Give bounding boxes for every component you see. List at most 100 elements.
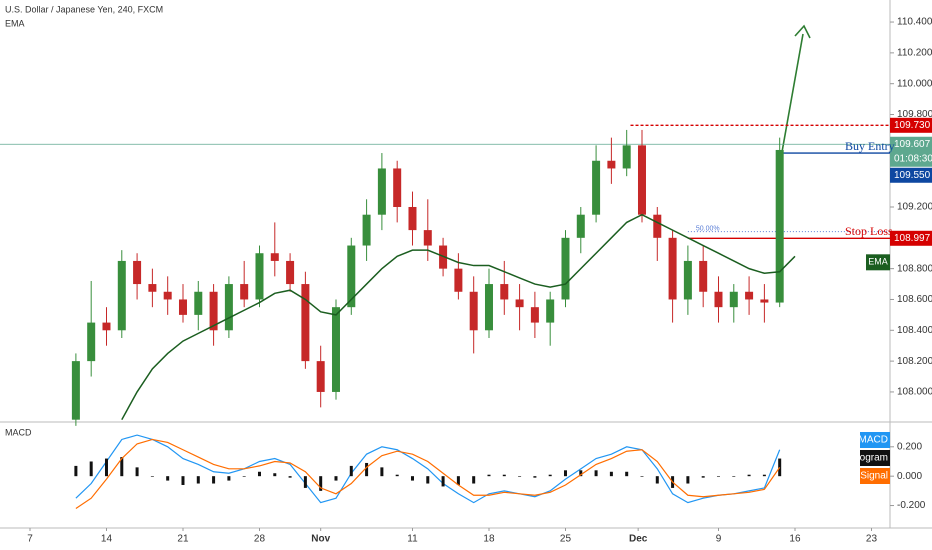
histogram-bar [563,470,567,477]
candle-body [178,299,187,315]
candle-body [622,145,631,169]
candle-body [683,260,692,300]
candle-body [194,291,203,315]
candle-body [209,291,218,331]
x-tick-label: 7 [27,534,33,545]
histogram-bar [334,476,338,481]
candle-body [117,260,126,331]
histogram-bar [686,476,690,484]
histogram-bar [181,476,185,485]
y-tick-label: 108.200 [897,356,932,367]
candle-body [301,284,310,362]
candle-body [637,145,646,215]
arrow-shaft [781,33,804,153]
level-label: 108.997 [894,233,931,244]
candle-body [286,260,295,285]
chart-title: U.S. Dollar / Japanese Yen, 240, FXCM [5,4,163,14]
candle-body [316,361,325,392]
x-tick-label: 9 [716,534,722,545]
y-tick-label: -0.200 [897,500,926,511]
histogram-bar [533,476,537,478]
x-tick-label: Dec [629,534,648,545]
histogram-bar [303,476,307,488]
candle-body [592,160,601,215]
candle-body [270,253,279,261]
histogram-bar [166,476,170,481]
legend-label: Histogram [842,453,888,464]
histogram-bar [135,467,139,477]
histogram-bar [487,474,491,477]
histogram-bar [426,476,430,484]
candle-body [133,260,142,285]
histogram-bar [472,476,476,484]
level-box [890,167,932,183]
legend-box [860,450,890,466]
histogram-bar [319,476,323,491]
histogram-bar [365,462,369,477]
fib-label: 50.00% [696,225,720,232]
histogram-bar [732,476,736,477]
histogram-bar [349,465,353,477]
candle-body [653,214,662,238]
macd-line [75,438,781,509]
histogram-bar [227,476,231,481]
candle-body [331,307,340,392]
histogram-bar [395,474,399,477]
candle-body [454,268,463,292]
candle-body [408,206,417,231]
legend-box [860,468,890,484]
candle-body [714,291,723,308]
candle-body [515,299,524,308]
histogram-bar [640,476,644,477]
candle-body [760,299,769,303]
candle-body [240,284,249,300]
y-tick-label: 110.200 [897,48,932,59]
histogram-bar [701,476,705,478]
histogram-bar [273,473,277,477]
candle-body [668,237,677,300]
candle-body [561,237,570,300]
histogram-bar [242,476,246,477]
histogram-bar [762,474,766,477]
candle-body [393,168,402,207]
level-box [890,117,932,133]
macd-line [75,434,781,504]
macd-title: MACD [5,427,32,437]
candle-body [576,214,585,238]
histogram-bar [548,474,552,477]
histogram-bar [502,474,506,477]
y-tick-label: 110.400 [897,17,932,28]
histogram-bar [625,471,629,477]
histogram-bar [609,471,613,477]
histogram-bar [257,471,261,477]
histogram-bar [441,476,445,487]
candle-body [377,168,386,215]
forecast-arrow [781,24,811,153]
countdown: 01:08:30 [894,153,932,164]
histogram-bar [89,461,93,477]
y-tick-label: 109.800 [897,109,932,120]
y-tick-label: 109.200 [897,202,932,213]
histogram-bar [120,457,124,477]
candle-body [484,284,493,331]
histogram-bar [518,476,522,477]
x-tick-label: 11 [407,534,418,545]
ema-line [121,213,796,421]
candle-body [775,149,784,303]
candle-body [469,291,478,331]
x-tick-label: 14 [101,534,113,545]
x-tick-label: 28 [254,534,266,545]
candle-body [500,284,509,300]
candle-body [148,284,157,292]
candle-body [87,322,96,362]
y-tick-label: 108.600 [897,294,932,305]
level-label: 109.730 [894,120,931,131]
y-tick-label: 108.000 [897,387,932,398]
y-tick-label: 0.000 [897,471,922,482]
histogram-bar [212,476,216,484]
candle-body [71,361,80,420]
histogram-bar [579,470,583,477]
level-box [890,136,932,167]
